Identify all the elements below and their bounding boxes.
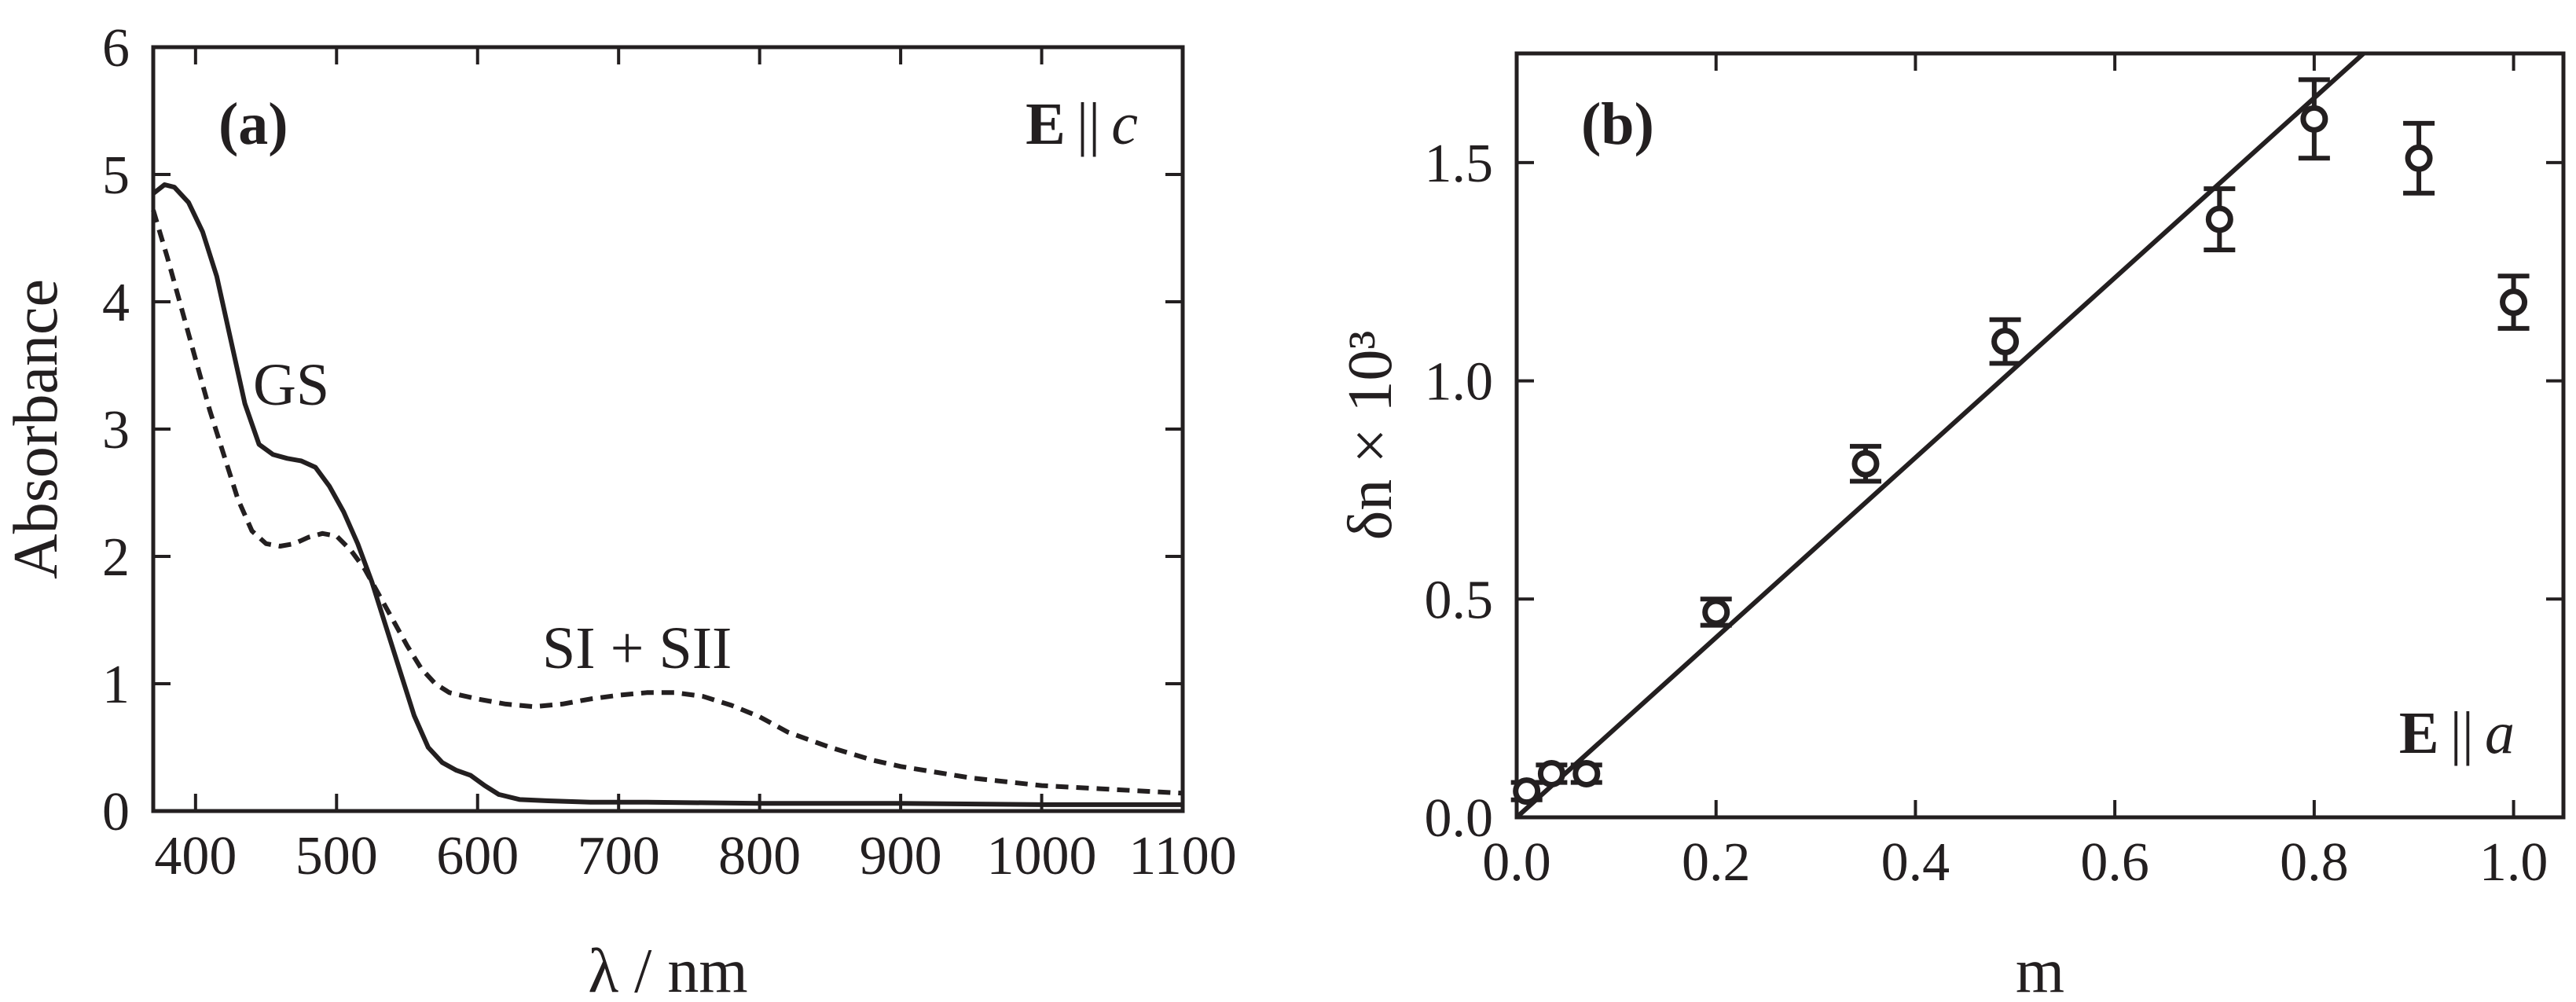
panel-a-series-group — [151, 182, 1183, 807]
panel-b-y-ticks: 0.0 0.5 1.0 1.5 — [1425, 134, 2563, 849]
data-point-group — [1510, 777, 1543, 806]
panel-b-x-tick-label: 0.4 — [1881, 832, 1950, 893]
data-point-group — [2403, 120, 2435, 196]
data-point-marker — [1702, 598, 1730, 626]
data-point-marker — [2205, 205, 2233, 233]
data-point-group — [1989, 317, 2021, 366]
panel-b-parallel-symbol: || — [2450, 700, 2474, 766]
panel-b-y-tick-label: 0.0 — [1425, 788, 1494, 849]
data-point-group — [1700, 596, 1732, 628]
panel-b-field-annotation: E || a — [2399, 700, 2515, 766]
panel-a-y-tick-label: 5 — [102, 145, 130, 206]
data-point-group — [1570, 759, 1602, 787]
panel-b-y-tick-label: 1.5 — [1425, 134, 1494, 194]
panel-a-x-ticks: 400 500 600 700 800 900 1000 1100 — [154, 47, 1237, 886]
panel-b-x-tick-label: 0.6 — [2080, 832, 2149, 893]
panel-a-field-symbol: E — [1026, 91, 1066, 157]
data-point-marker — [2405, 144, 2433, 172]
panel-a-y-tick-label: 2 — [102, 527, 130, 588]
panel-a-x-tick-label: 400 — [154, 826, 237, 886]
panel-b-label: (b) — [1581, 91, 1654, 157]
panel-b-x-tick-label: 0.2 — [1682, 832, 1751, 893]
data-point-marker — [2300, 105, 2328, 133]
panel-b-plot-frame — [1514, 51, 2566, 820]
panel-a-x-tick-label: 800 — [718, 826, 801, 886]
data-point-marker — [1513, 777, 1541, 806]
panel-b-field-symbol: E — [2399, 700, 2439, 766]
panel-a-label: (a) — [218, 91, 288, 157]
panel-a-x-tick-label: 1100 — [1128, 826, 1236, 886]
panel-a-y-tick-label: 0 — [102, 782, 130, 842]
panel-a-axis-symbol: c — [1111, 91, 1138, 157]
panel-a-absorbance-chart: 400 500 600 700 800 900 1000 1100 0 1 2 3 4 5 6 (a) E… — [2, 18, 1237, 1002]
data-point-group — [2298, 77, 2330, 161]
panel-a-y-tick-label: 4 — [102, 273, 130, 333]
panel-b-axis-symbol: a — [2485, 700, 2515, 766]
data-point-marker — [1991, 328, 2020, 356]
panel-a-x-tick-label: 1000 — [987, 826, 1097, 886]
data-point-marker — [2500, 288, 2528, 317]
panel-b-y-tick-label: 0.5 — [1425, 570, 1494, 630]
panel-a-plot-frame — [151, 45, 1185, 813]
data-point-group — [2497, 273, 2530, 331]
panel-a-y-tick-label: 6 — [102, 18, 130, 79]
panel-a-x-tick-label: 600 — [436, 826, 519, 886]
panel-a-y-ticks: 0 1 2 3 4 5 6 — [102, 18, 1183, 842]
panel-a-x-tick-label: 700 — [578, 826, 660, 886]
series-line-gs — [152, 182, 1183, 807]
series-label-gs: GS — [253, 352, 329, 418]
panel-a-y-tick-label: 1 — [102, 655, 130, 715]
panel-a-parallel-symbol: || — [1077, 91, 1100, 157]
panel-b-birefringence-chart: 0.0 0.2 0.4 0.6 0.8 1.0 0.0 0.5 1.0 1.5 (b) E || a… — [1336, 51, 2566, 1002]
series-line-si-sii — [151, 209, 1183, 796]
panel-a-x-axis-title: λ / nm — [588, 937, 747, 1002]
data-point-group — [2204, 186, 2236, 252]
panel-b-y-tick-label: 1.0 — [1425, 352, 1494, 413]
panel-b-x-tick-label: 0.0 — [1482, 832, 1551, 893]
panel-b-x-ticks: 0.0 0.2 0.4 0.6 0.8 1.0 — [1482, 53, 2548, 893]
panel-b-x-axis-title: m — [2016, 937, 2064, 1002]
panel-a-y-axis-title: Absorbance — [2, 279, 71, 579]
panel-b-fit-group — [1514, 51, 2365, 820]
data-point-marker — [1851, 450, 1880, 478]
series-label-si-sii: SI + SII — [542, 615, 732, 681]
panel-b-y-axis-title: δn × 10³ — [1336, 331, 1405, 541]
data-point-group — [1536, 759, 1568, 787]
panel-a-x-tick-label: 900 — [860, 826, 942, 886]
panel-a-field-annotation: E || c — [1026, 91, 1138, 157]
linear-fit-line — [1514, 51, 2365, 820]
panel-b-x-tick-label: 1.0 — [2479, 832, 2548, 893]
data-point-marker — [1537, 759, 1565, 787]
data-point-marker — [1572, 759, 1601, 787]
panel-a-y-tick-label: 3 — [102, 400, 130, 461]
panel-b-x-tick-label: 0.8 — [2280, 832, 2349, 893]
panel-a-x-tick-label: 500 — [295, 826, 378, 886]
panel-b-points-group — [1510, 77, 2530, 806]
data-point-group — [1850, 443, 1881, 484]
